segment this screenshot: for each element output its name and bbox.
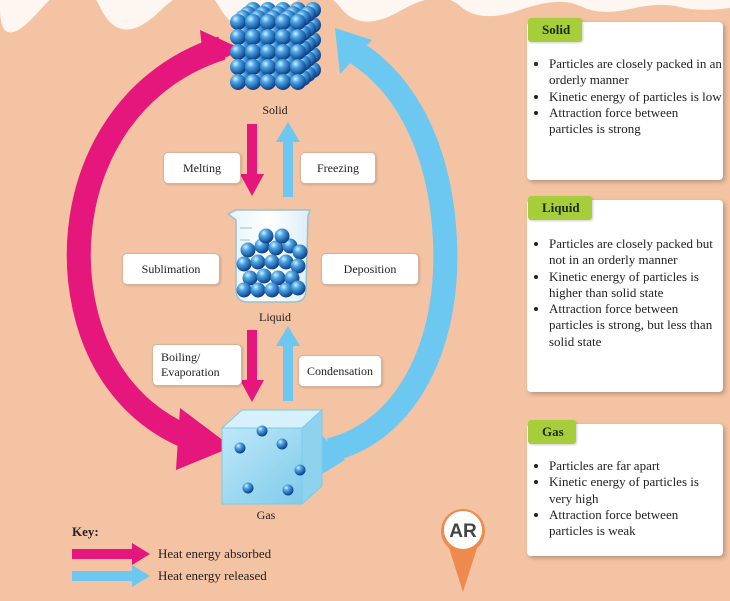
solid-particle-cube [230, 2, 321, 90]
solid-label: Solid [262, 103, 288, 117]
ar-badge-text: AR [449, 521, 477, 542]
particle [230, 44, 246, 60]
particle [245, 29, 261, 45]
particle [278, 282, 294, 298]
paper-edge [0, 0, 730, 33]
list-item: Kinetic energy of particles is very high [549, 474, 723, 507]
solid-card-list: Particles are closely packed in an order… [527, 22, 723, 137]
liquid-card-title: Liquid [528, 196, 592, 220]
list-item: Particles are closely packed but not in … [549, 236, 723, 269]
particle [260, 44, 276, 60]
ar-badge[interactable]: AR [437, 504, 489, 596]
particle [236, 282, 252, 298]
list-item: Attraction force between particles is st… [549, 301, 723, 350]
particle [282, 484, 294, 496]
particle [292, 244, 308, 260]
particle [278, 254, 294, 270]
particle [242, 482, 254, 494]
deposition-arrow [320, 28, 458, 474]
particle [275, 14, 291, 30]
sublimation-arrow [66, 30, 244, 470]
key-released-arrow [72, 565, 150, 587]
particle [290, 44, 306, 60]
particle [230, 74, 246, 90]
list-item: Kinetic energy of particles is higher th… [549, 269, 723, 302]
deposition-box: Deposition [321, 253, 419, 285]
key-released-label: Heat energy released [158, 568, 267, 583]
melting-arrow [240, 124, 264, 196]
key-absorbed-arrow [72, 543, 150, 565]
particle [294, 464, 306, 476]
particle [245, 59, 261, 75]
particle [260, 74, 276, 90]
particle [290, 29, 306, 45]
key-title: Key: [72, 524, 99, 539]
particle [234, 442, 246, 454]
gas-card-list: Particles are far apart Kinetic energy o… [527, 424, 723, 539]
list-item: Particles are far apart [549, 458, 723, 474]
boiling-evaporation-box: Boiling/ Evaporation [152, 344, 242, 386]
freezing-box: Freezing [300, 152, 376, 184]
particle [276, 438, 288, 450]
particle [258, 228, 274, 244]
particle [275, 44, 291, 60]
particle [275, 74, 291, 90]
particle [245, 74, 261, 90]
particle [256, 425, 268, 437]
particle [290, 59, 306, 75]
condensation-box: Condensation [298, 355, 382, 387]
particle [264, 282, 280, 298]
particle [260, 59, 276, 75]
particle [270, 270, 286, 286]
particle [260, 29, 276, 45]
particle [242, 270, 258, 286]
boiling-arrow [240, 330, 264, 402]
particle [245, 44, 261, 60]
list-item: Attraction force between particles is we… [549, 507, 723, 540]
particle [250, 282, 266, 298]
particle [290, 74, 306, 90]
particle [260, 14, 276, 30]
particle [274, 228, 290, 244]
sublimation-box: Sublimation [122, 253, 220, 285]
liquid-beaker [226, 209, 312, 303]
boiling-line-1: Boiling/ [161, 350, 201, 364]
particle [275, 29, 291, 45]
particle [236, 256, 252, 272]
particle [268, 240, 284, 256]
key-absorbed-label: Heat energy absorbed [158, 546, 272, 561]
freezing-arrow [276, 122, 300, 197]
liquid-card-list: Particles are closely packed but not in … [527, 200, 723, 350]
particle [275, 59, 291, 75]
list-item: Kinetic energy of particles is low [549, 89, 723, 105]
list-item: Particles are closely packed in an order… [549, 56, 723, 89]
particle [256, 268, 272, 284]
solid-card-title: Solid [528, 18, 583, 42]
gas-card-title: Gas [528, 420, 576, 444]
liquid-label: Liquid [259, 310, 291, 324]
particle [230, 29, 246, 45]
particle [290, 258, 306, 274]
boiling-line-2: Evaporation [161, 365, 220, 379]
particle [245, 14, 261, 30]
melting-box: Melting [163, 152, 241, 184]
particle [230, 14, 246, 30]
particle [250, 254, 266, 270]
list-item: Attraction force between particles is st… [549, 105, 723, 138]
gas-label: Gas [256, 508, 276, 522]
liquid-card: Liquid Particles are closely packed but … [527, 196, 723, 392]
particle [290, 14, 306, 30]
particle [240, 242, 256, 258]
particle [290, 280, 306, 296]
particle [264, 254, 280, 270]
particle [230, 59, 246, 75]
condensation-arrow [276, 326, 300, 401]
gas-card: Gas Particles are far apart Kinetic ener… [527, 420, 723, 556]
solid-card: Solid Particles are closely packed in an… [527, 18, 723, 180]
gas-container [220, 408, 324, 506]
